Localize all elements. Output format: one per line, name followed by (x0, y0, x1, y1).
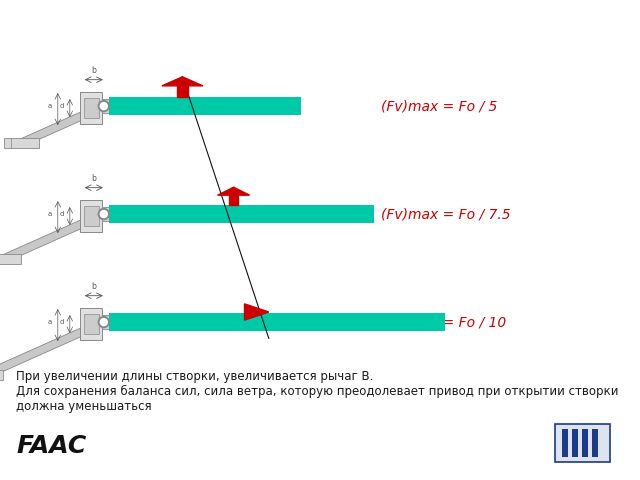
Circle shape (99, 209, 109, 219)
Bar (229, 195, 238, 205)
Bar (102, 99, 120, 113)
Circle shape (99, 101, 109, 111)
Bar (592, 429, 598, 457)
Bar (0, 370, 3, 380)
Text: b: b (92, 282, 96, 291)
Bar (572, 429, 578, 457)
Polygon shape (20, 102, 106, 146)
Text: b: b (92, 66, 96, 75)
Bar (555, 424, 610, 462)
Circle shape (100, 211, 108, 217)
Bar (0, 254, 21, 264)
Circle shape (100, 103, 108, 109)
Bar (109, 313, 445, 331)
Bar (177, 86, 188, 97)
Bar (4, 138, 39, 148)
Polygon shape (162, 77, 203, 86)
Text: (Fv)max = Fo / 7.5: (Fv)max = Fo / 7.5 (381, 207, 511, 222)
Bar (84, 314, 99, 334)
Text: d: d (60, 103, 64, 109)
Bar (80, 200, 102, 232)
Circle shape (99, 317, 109, 327)
Text: (Fv)max = Fo / 10: (Fv)max = Fo / 10 (381, 315, 506, 330)
Polygon shape (218, 187, 250, 195)
Bar (582, 429, 588, 457)
Bar (84, 205, 99, 226)
Text: b: b (92, 174, 96, 183)
Bar (102, 315, 120, 329)
Polygon shape (0, 318, 106, 379)
Polygon shape (2, 210, 106, 263)
Polygon shape (244, 304, 269, 320)
Bar (109, 97, 301, 115)
Bar (80, 308, 102, 340)
Bar (562, 429, 568, 457)
Text: FAAC: FAAC (16, 434, 86, 458)
Text: d: d (60, 211, 64, 217)
Text: a: a (47, 319, 52, 325)
Bar (80, 92, 102, 124)
Text: a: a (47, 211, 52, 217)
Circle shape (100, 319, 108, 325)
Text: При увеличении длины створки, увеличивается рычаг В.
Для сохранения баланса сил,: При увеличении длины створки, увеличивае… (16, 370, 618, 413)
Text: d: d (60, 319, 64, 325)
Bar (84, 98, 99, 118)
Bar (109, 205, 374, 223)
Text: (Fv)max = Fo / 5: (Fv)max = Fo / 5 (381, 99, 497, 114)
Text: a: a (47, 103, 52, 109)
Bar (102, 207, 120, 221)
